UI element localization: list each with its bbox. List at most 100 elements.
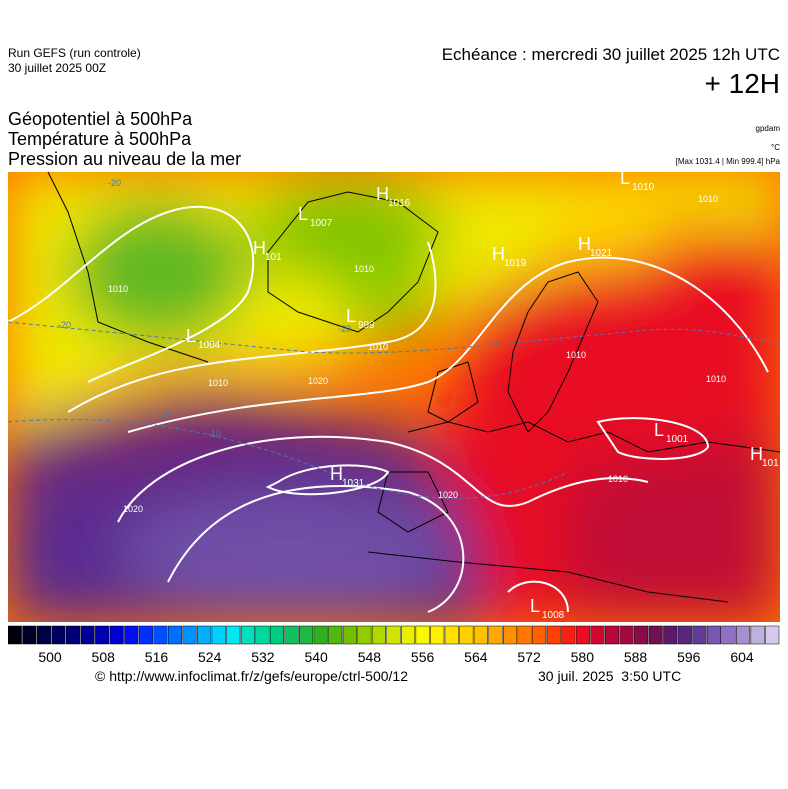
- colorbar-tick: 524: [198, 649, 222, 664]
- unit: gpdam: [755, 124, 780, 133]
- center-letter: L: [530, 596, 540, 616]
- colorbar-swatch: [167, 625, 183, 645]
- colorbar-tick: 540: [304, 649, 328, 664]
- colorbar-swatch: [663, 625, 678, 645]
- colorbar-tick: 564: [464, 649, 488, 664]
- center-value: 999: [358, 320, 375, 331]
- center-value: 1004: [198, 340, 221, 351]
- colorbar-swatch: [284, 625, 299, 645]
- colorbar-swatch: [634, 625, 649, 645]
- colorbar-swatch: [138, 625, 153, 645]
- colorbar-swatch: [590, 625, 605, 645]
- center-value: 1019: [504, 258, 527, 269]
- colorbar-swatch: [211, 625, 226, 645]
- colorbar-swatch: [22, 625, 37, 645]
- colorbar-tick: 516: [145, 649, 169, 664]
- run-date: 30 juillet 2025 00Z: [8, 61, 107, 75]
- isobar-label: 1010: [566, 350, 586, 360]
- temperature-label: -10: [158, 409, 171, 419]
- temperature-label: -20: [58, 320, 71, 330]
- colorbar-swatch: [575, 625, 590, 645]
- colorbar-swatch: [401, 625, 416, 645]
- colorbar-swatch: [473, 625, 488, 645]
- colorbar-swatch: [51, 625, 66, 645]
- colorbar: 500 508 516 524 532 540 548 556 564 572 580 588 596 6…: [8, 625, 780, 664]
- title: Pression au niveau de la mer: [8, 149, 242, 169]
- colorbar-swatch: [721, 625, 736, 645]
- colorbar-swatch: [765, 625, 780, 645]
- isobar-label: 1020: [308, 376, 328, 386]
- unit: [Max 1031.4 | Min 999.4] hPa: [675, 157, 780, 166]
- colorbar-tick: 580: [571, 649, 595, 664]
- colorbar-swatch: [706, 625, 721, 645]
- colorbar-swatch: [124, 625, 139, 645]
- colorbar-swatch: [502, 625, 518, 645]
- center-letter: H: [376, 184, 389, 204]
- isobar-label: 1010: [108, 284, 128, 294]
- generated-time: 30 juil. 2025 3:50 UTC: [538, 668, 682, 684]
- unit: °C: [771, 143, 780, 152]
- source-url[interactable]: © http://www.infoclimat.fr/z/gefs/europe…: [95, 668, 409, 684]
- isobar-label: 1010: [608, 474, 628, 484]
- center-value: 1008: [542, 610, 565, 621]
- colorbar-swatch: [604, 625, 620, 645]
- center-value: 101: [762, 458, 779, 469]
- center-value: 1016: [388, 198, 411, 209]
- center-value: 101: [265, 252, 282, 263]
- isobar-label: 1010: [698, 194, 718, 204]
- colorbar-swatch: [269, 625, 285, 645]
- center-value: 1021: [590, 248, 613, 259]
- colorbar-swatch: [517, 625, 532, 645]
- center-letter: L: [654, 420, 664, 440]
- colorbar-swatch: [459, 625, 474, 645]
- title: Température à 500hPa: [8, 129, 192, 149]
- temperature-label: -20: [108, 178, 121, 188]
- colorbar-swatch: [95, 625, 110, 645]
- colorbar-swatch: [750, 625, 765, 645]
- colorbar-swatch: [619, 625, 634, 645]
- colorbar-tick: 556: [411, 649, 435, 664]
- colorbar-swatch: [415, 625, 430, 645]
- center-letter: L: [298, 204, 308, 224]
- colorbar-swatch: [736, 625, 751, 645]
- colorbar-swatch: [444, 625, 459, 645]
- colorbar-swatch: [328, 625, 343, 645]
- colorbar-swatch: [80, 625, 95, 645]
- colorbar-tick: 596: [677, 649, 701, 664]
- center-letter: H: [578, 234, 591, 254]
- isobar-label: 1010: [706, 374, 726, 384]
- colorbar-swatch: [488, 625, 503, 645]
- center-letter: L: [186, 326, 196, 346]
- colorbar-swatch: [677, 625, 692, 645]
- center-letter: L: [346, 306, 356, 326]
- colorbar-swatch: [357, 625, 372, 645]
- temperature-label: -20: [338, 324, 351, 334]
- colorbar-tick: 508: [92, 649, 116, 664]
- colorbar-swatch: [255, 625, 270, 645]
- colorbar-swatch: [197, 625, 212, 645]
- center-value: 1001: [666, 434, 689, 445]
- isobar-label: 1020: [123, 504, 143, 514]
- center-letter: H: [253, 238, 266, 258]
- center-value: 1010: [632, 182, 655, 193]
- isobar-label: 1010: [354, 264, 374, 274]
- center-letter: H: [750, 444, 763, 464]
- isobar-label: 1020: [438, 490, 458, 500]
- colorbar-swatch: [8, 625, 22, 645]
- colorbar-swatch: [692, 625, 707, 645]
- colorbar-swatch: [66, 625, 81, 645]
- colorbar-swatch: [561, 625, 576, 645]
- title: Géopotentiel à 500hPa: [8, 109, 193, 129]
- temperature-label: -10: [208, 429, 221, 439]
- colorbar-tick: 588: [624, 649, 648, 664]
- center-letter: H: [492, 244, 505, 264]
- colorbar-swatch: [313, 625, 328, 645]
- colorbar-tick: 548: [358, 649, 382, 664]
- colorbar-swatch: [430, 625, 445, 645]
- colorbar-swatch: [153, 625, 168, 645]
- colorbar-swatch: [532, 625, 547, 645]
- center-letter: H: [330, 464, 343, 484]
- colorbar-tick: 572: [517, 649, 541, 664]
